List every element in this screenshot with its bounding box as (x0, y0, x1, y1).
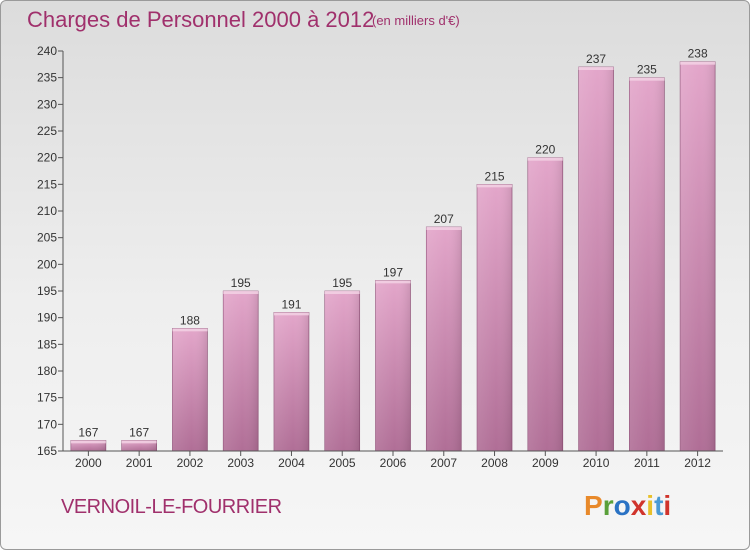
x-axis: 2000 2001 2002 2003 2004 2005 2006 2007 2008 2009… (63, 450, 723, 470)
x-tick-label: 2009 (532, 456, 559, 470)
x-tick-label: 2004 (278, 456, 305, 470)
y-tick-label: 225 (37, 124, 57, 138)
data-label: 215 (485, 169, 505, 183)
bar-top-highlight (477, 184, 513, 188)
bar-top-highlight (273, 312, 309, 316)
chart-title: Charges de Personnel 2000 à 2012 (27, 7, 375, 32)
x-tick-label: 2011 (634, 456, 660, 470)
bar-top-highlight (680, 61, 716, 65)
y-tick-label: 220 (37, 151, 57, 165)
data-label: 238 (688, 47, 708, 61)
bars: 167 167 188 195 191 195 197 207 215 220 237 235 238 (70, 47, 716, 452)
x-tick-label: 2005 (329, 456, 356, 470)
logo-letter: i (663, 490, 672, 521)
y-tick-label: 230 (37, 97, 57, 111)
x-tick-label: 2001 (126, 456, 153, 470)
bar-shade (426, 227, 462, 451)
bar-top-highlight (578, 67, 614, 70)
data-label: 195 (332, 276, 352, 290)
bar-shade (527, 157, 563, 451)
y-axis: 165 170 175 180 185 190 195 200 205 210 215 220 225 2… (37, 44, 64, 458)
bar-shade (629, 77, 665, 452)
logo-letter: P (584, 490, 603, 521)
y-tick-label: 200 (37, 257, 57, 271)
data-label: 195 (231, 276, 251, 290)
x-tick-label: 2006 (380, 456, 407, 470)
bar-top-highlight (426, 227, 462, 230)
x-tick-label: 2010 (583, 456, 610, 470)
bar-top-highlight (223, 291, 259, 294)
data-label: 167 (129, 425, 149, 439)
data-label: 235 (637, 63, 657, 77)
proxiti-logo[interactable]: Proxiti (584, 490, 671, 522)
x-tick-label: 2008 (481, 456, 508, 470)
x-tick-label: 2002 (177, 456, 204, 470)
bar-shade (70, 440, 106, 451)
bar-shade (375, 280, 411, 451)
bar-shade (477, 184, 513, 452)
bar-shade (273, 312, 309, 451)
y-tick-label: 170 (37, 417, 57, 431)
x-tick-label: 2007 (430, 456, 457, 470)
y-tick-label: 180 (37, 364, 57, 378)
data-label: 207 (434, 212, 454, 226)
data-label: 188 (180, 313, 200, 327)
bar-shade (578, 67, 614, 451)
logo-letter: t (654, 490, 664, 521)
y-tick-label: 205 (37, 231, 57, 245)
y-tick-label: 165 (37, 444, 57, 458)
y-tick-label: 235 (37, 71, 57, 85)
bar-shade (121, 440, 157, 451)
data-label: 197 (383, 265, 403, 279)
y-tick-label: 215 (37, 177, 57, 191)
bar-shade (324, 291, 360, 451)
bar-shade (223, 291, 259, 451)
chart-subtitle: (en milliers d'€) (372, 13, 460, 28)
y-tick-label: 240 (37, 44, 57, 58)
x-tick-label: 2000 (75, 456, 102, 470)
logo-letter: o (613, 490, 631, 521)
bar-top-highlight (172, 328, 208, 332)
x-tick-label: 2003 (227, 456, 254, 470)
bar-shade (172, 328, 208, 451)
bar-shade (680, 61, 716, 452)
bar-top-highlight (324, 291, 360, 294)
bar-top-highlight (629, 77, 665, 81)
y-tick-label: 210 (37, 204, 57, 218)
logo-letter: x (630, 490, 647, 521)
x-tick-label: 2012 (684, 456, 711, 470)
logo-letter: i (646, 490, 655, 521)
bar-top-highlight (121, 440, 157, 444)
commune-name: VERNOIL-LE-FOURRIER (61, 496, 282, 518)
y-tick-label: 185 (37, 337, 57, 351)
data-label: 167 (78, 425, 98, 439)
y-tick-label: 190 (37, 311, 57, 325)
bar-top-highlight (70, 440, 106, 444)
data-label: 237 (586, 52, 606, 66)
bar-top-highlight (375, 280, 411, 284)
data-label: 220 (535, 143, 555, 157)
y-tick-label: 175 (37, 391, 57, 405)
logo-letter: r (602, 490, 614, 521)
y-tick-label: 195 (37, 284, 57, 298)
data-label: 191 (281, 297, 301, 311)
bar-top-highlight (527, 157, 563, 161)
